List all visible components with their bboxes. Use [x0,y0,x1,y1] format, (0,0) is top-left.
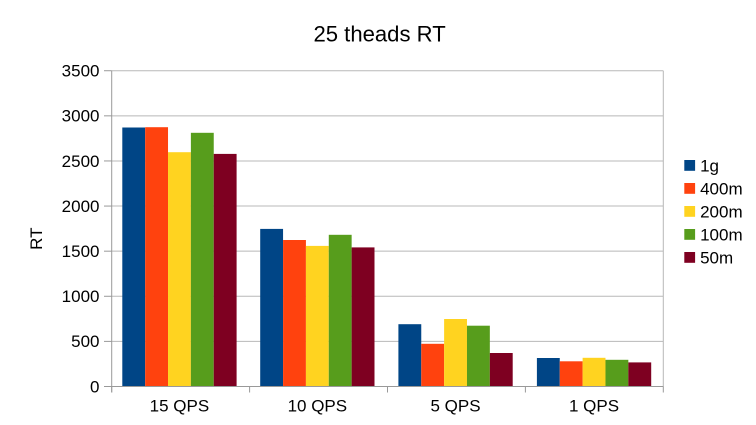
svg-text:3000: 3000 [62,107,100,126]
svg-text:50m: 50m [700,248,733,267]
svg-text:1500: 1500 [62,242,100,261]
svg-text:25 theads RT: 25 theads RT [313,21,445,46]
svg-text:1000: 1000 [62,287,100,306]
svg-text:10 QPS: 10 QPS [288,397,348,416]
svg-text:2500: 2500 [62,152,100,171]
svg-text:5 QPS: 5 QPS [431,397,481,416]
svg-text:3500: 3500 [62,62,100,81]
svg-text:1g: 1g [700,156,719,175]
svg-text:400m: 400m [700,179,743,198]
svg-text:0: 0 [90,377,99,396]
svg-text:2000: 2000 [62,197,100,216]
svg-text:100m: 100m [700,225,743,244]
svg-text:1 QPS: 1 QPS [569,397,619,416]
svg-text:200m: 200m [700,202,743,221]
svg-text:500: 500 [71,332,99,351]
svg-text:RT: RT [27,228,46,250]
svg-text:15 QPS: 15 QPS [150,397,210,416]
